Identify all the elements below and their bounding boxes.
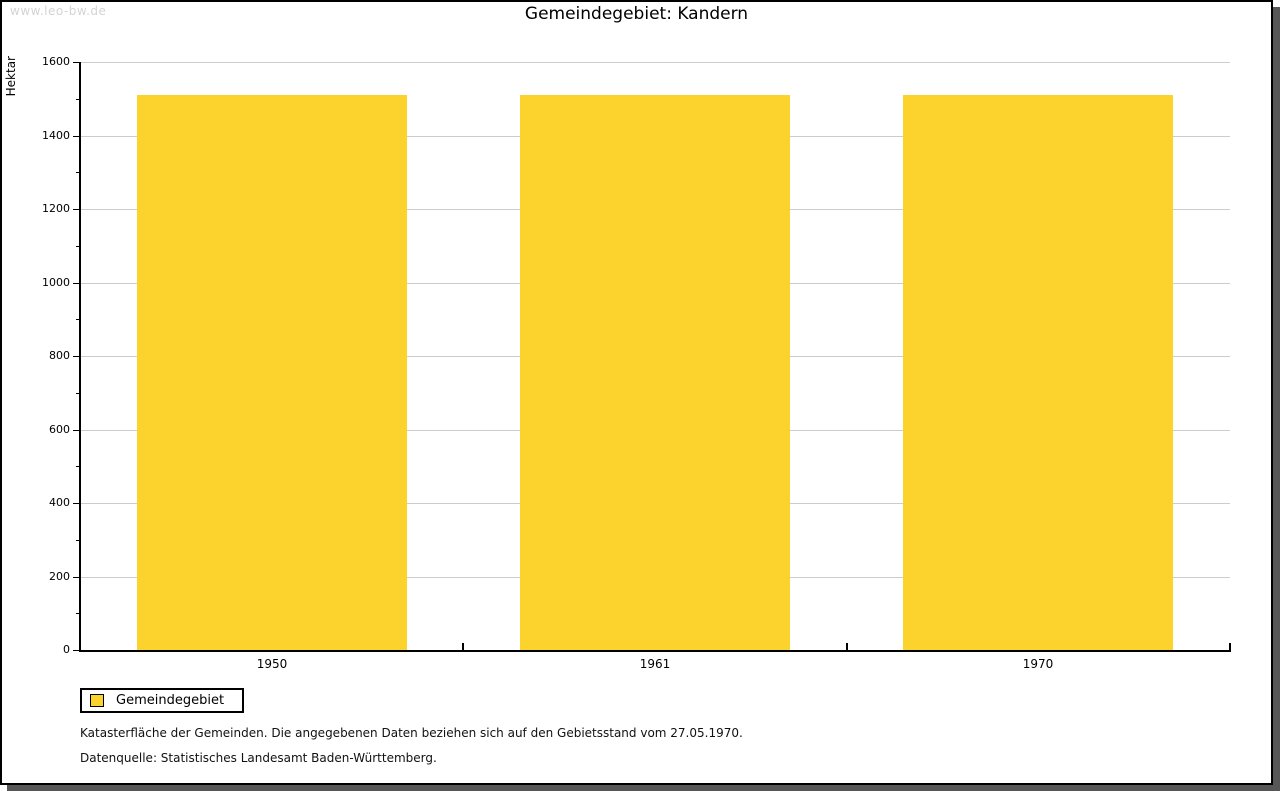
y-axis-minor-tick: [76, 246, 80, 247]
y-axis-minor-tick: [76, 613, 80, 614]
footnote-line1: Katasterfläche der Gemeinden. Die angege…: [80, 726, 743, 740]
bar: [137, 95, 407, 650]
bar: [520, 95, 790, 650]
y-axis-line: [79, 62, 81, 650]
y-axis-minor-tick: [76, 466, 80, 467]
y-axis-tick: [73, 577, 80, 578]
y-axis-minor-tick: [76, 172, 80, 173]
x-axis-tick: [1229, 643, 1231, 650]
x-category-label: 1970: [1022, 657, 1054, 671]
y-axis-minor-tick: [76, 393, 80, 394]
y-axis-tick: [73, 356, 80, 357]
x-axis-tick: [846, 643, 848, 650]
legend-label: Gemeindegebiet: [116, 693, 225, 708]
legend: Gemeindegebiet: [80, 688, 244, 713]
x-category-label: 1950: [256, 657, 288, 671]
x-axis-tick: [462, 643, 464, 650]
gridline: [80, 62, 1230, 63]
footnote-line2: Datenquelle: Statistisches Landesamt Bad…: [80, 751, 437, 765]
y-axis-tick: [73, 503, 80, 504]
y-tick-label: 1400: [42, 129, 70, 142]
y-tick-label: 1000: [42, 276, 70, 289]
y-tick-label: 1600: [42, 55, 70, 68]
y-axis-minor-tick: [76, 319, 80, 320]
y-tick-label: 600: [49, 423, 70, 436]
legend-swatch: [90, 694, 104, 707]
y-tick-label: 1200: [42, 202, 70, 215]
y-tick-label: 200: [49, 570, 70, 583]
watermark: www.leo-bw.de: [10, 4, 107, 18]
y-axis-minor-tick: [76, 99, 80, 100]
y-axis-minor-tick: [76, 540, 80, 541]
x-axis-tick: [79, 643, 81, 650]
y-tick-label: 800: [49, 349, 70, 362]
y-tick-label: 400: [49, 496, 70, 509]
y-tick-label: 0: [63, 643, 70, 656]
plot-area: 0 200 400 600 800 1000 1200 1400 1600 1950 1961 197…: [2, 2, 1271, 783]
x-axis-line: [79, 650, 1231, 652]
chart-title: Gemeindegebiet: Kandern: [524, 4, 749, 24]
y-axis-tick: [73, 136, 80, 137]
bar: [903, 95, 1173, 650]
x-category-label: 1961: [639, 657, 671, 671]
y-axis-tick: [73, 430, 80, 431]
y-axis-tick: [73, 209, 80, 210]
y-axis-tick: [73, 283, 80, 284]
y-axis-tick: [73, 62, 80, 63]
y-axis-tick: [73, 650, 80, 651]
